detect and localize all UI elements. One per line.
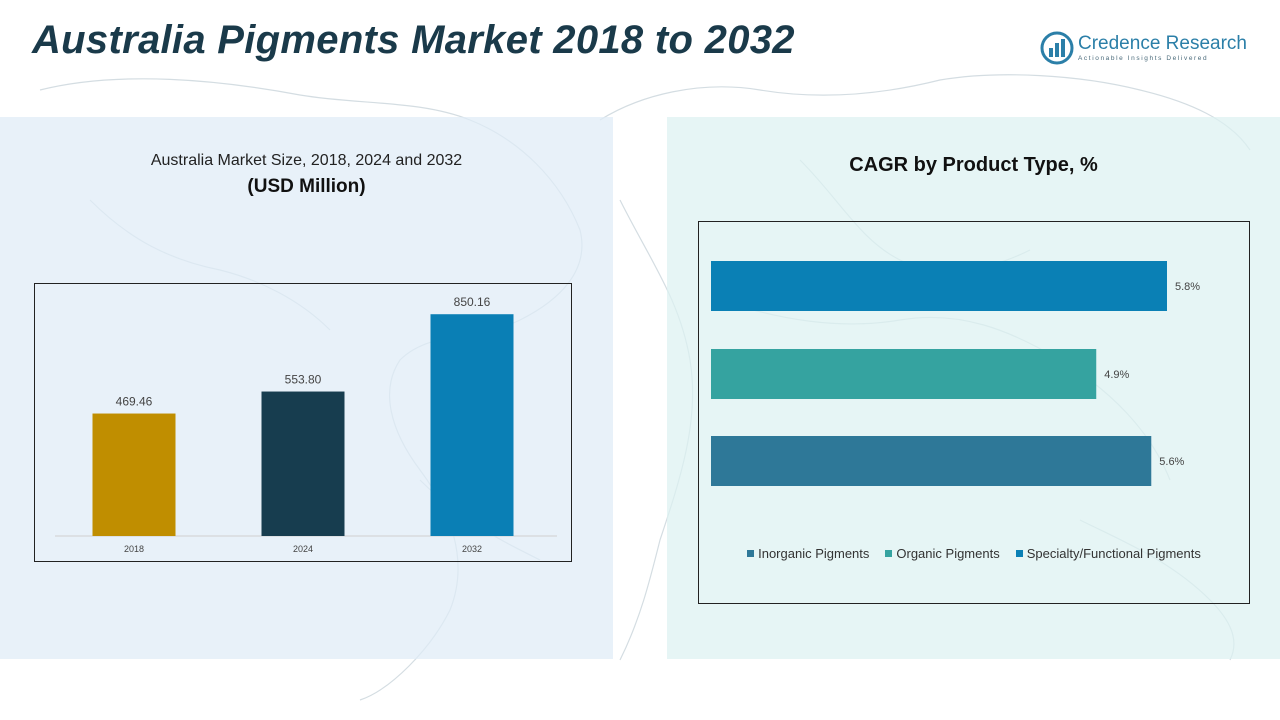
legend-label-inorganic: Inorganic Pigments	[758, 546, 870, 561]
legend-label-organic: Organic Pigments	[896, 546, 1000, 561]
credence-research-logo[interactable]: Credence Research Actionable Insights De…	[1040, 30, 1255, 70]
market-size-bar-chart: 469.46 2018 553.80 2024 850.16 2032	[34, 283, 572, 562]
bar-2018	[92, 413, 176, 536]
bar-value-label: 850.16	[454, 295, 491, 309]
x-tick-label: 2018	[124, 544, 144, 554]
market-size-bar-svg: 469.46 2018 553.80 2024 850.16 2032	[55, 295, 557, 554]
logo-mark-icon	[1040, 31, 1074, 65]
hbar-organic-pigments	[711, 349, 1097, 399]
market-size-chart-title: Australia Market Size, 2018, 2024 and 20…	[150, 152, 463, 169]
legend-swatch-organic	[885, 550, 893, 557]
page-title: Australia Pigments Market 2018 to 2032	[32, 18, 795, 62]
hbar-value-label: 5.8%	[1175, 281, 1200, 293]
bar-value-label: 553.80	[285, 373, 322, 387]
market-size-chart-unit: (USD Million)	[247, 176, 366, 197]
cagr-legend: Inorganic Pigments Organic Pigments Spec…	[699, 546, 1249, 561]
hbar-inorganic-pigments	[711, 436, 1152, 486]
legend-item-inorganic: Inorganic Pigments	[747, 546, 869, 561]
hbar-value-label: 5.6%	[1159, 456, 1184, 468]
cagr-bar-chart: 5.8% 4.9% 5.6% Inorganic Pigments Organic …	[698, 221, 1250, 604]
legend-label-specialty: Specialty/Functional Pigments	[1026, 546, 1201, 561]
legend-swatch-inorganic	[747, 550, 755, 557]
cagr-bar-svg: 5.8% 4.9% 5.6%	[711, 261, 1200, 486]
legend-item-organic: Organic Pigments	[885, 546, 1000, 561]
legend-item-specialty: Specialty/Functional Pigments	[1015, 546, 1201, 561]
legend-swatch-specialty	[1015, 550, 1023, 557]
logo-name: Credence Research	[1078, 33, 1247, 54]
bar-2024	[261, 391, 345, 536]
logo-tagline: Actionable Insights Delivered	[1078, 55, 1209, 62]
x-tick-label: 2032	[462, 544, 482, 554]
cagr-chart-title: CAGR by Product Type, %	[849, 154, 1098, 176]
bar-2032	[430, 314, 514, 536]
bar-value-label: 469.46	[116, 395, 153, 409]
hbar-value-label: 4.9%	[1104, 369, 1129, 381]
x-tick-label: 2024	[293, 544, 313, 554]
hbar-specialty-functional-pigments	[711, 261, 1167, 311]
